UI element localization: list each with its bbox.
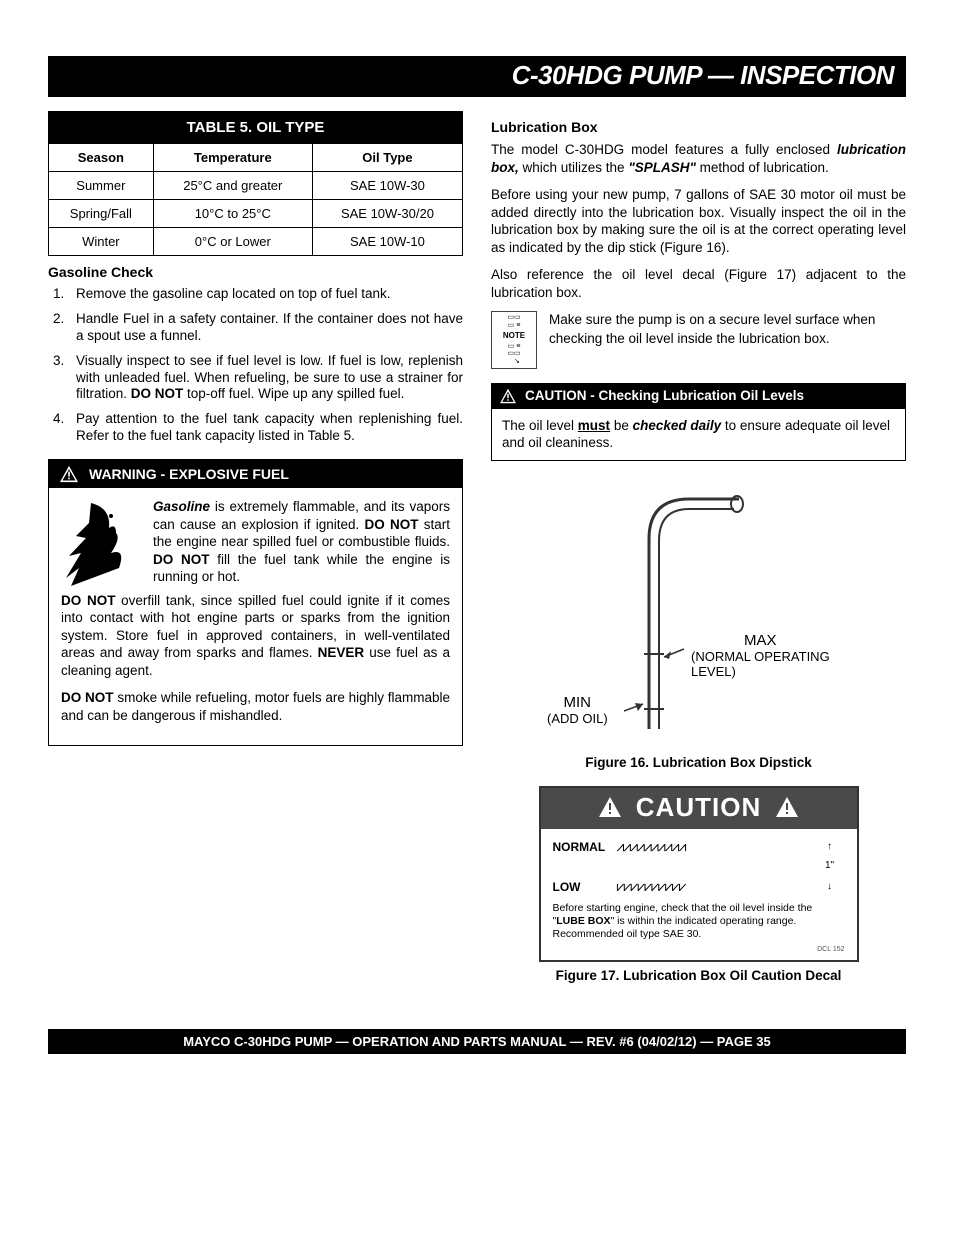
page-footer: MAYCO C-30HDG PUMP — OPERATION AND PARTS… [48, 1029, 906, 1054]
table-row: Summer 25°C and greater SAE 10W-30 [49, 172, 463, 200]
arrow-up: ↑ [815, 841, 845, 854]
lube-p1: The model C-30HDG model features a fully… [491, 141, 906, 176]
note-icon: ▭▭▭ ≡ NOTE ▭ ≡▭▭ ↘ [491, 311, 537, 368]
left-column: TABLE 5. OIL TYPE Season Temperature Oil… [48, 111, 463, 999]
caution-body: The oil level must be checked daily to e… [491, 409, 906, 461]
caution-header: CAUTION - Checking Lubrication Oil Level… [491, 383, 906, 409]
svg-text:(NORMAL OPERATING: (NORMAL OPERATING [691, 649, 830, 664]
alert-triangle-icon [59, 465, 79, 483]
one-inch-label: 1" [815, 860, 845, 873]
warning-p1: Gasoline is extremely flammable, and its… [153, 498, 450, 586]
low-label: LOW [553, 880, 617, 895]
gauge-marks: ⩘⩘⩘⩘⩘⩘⩘⩘⩘⩘ [617, 839, 815, 857]
list-item: Remove the gasoline cap located on top o… [68, 286, 463, 303]
min-label: MIN [563, 694, 591, 711]
svg-text:×: × [109, 517, 114, 526]
decal-title: CAUTION [636, 792, 761, 823]
col-oil-type: Oil Type [312, 144, 462, 172]
note-row: ▭▭▭ ≡ NOTE ▭ ≡▭▭ ↘ Make sure the pump is… [491, 311, 906, 368]
warning-p3: DO NOT smoke while refueling, motor fuel… [61, 689, 450, 724]
decal-text: Before starting engine, check that the o… [553, 902, 845, 941]
col-season: Season [49, 144, 154, 172]
dipstick-figure: MAX (NORMAL OPERATING LEVEL) MIN (ADD OI… [509, 479, 889, 749]
lube-p2: Before using your new pump, 7 gallons of… [491, 186, 906, 256]
caution-decal: CAUTION NORMAL ⩘⩘⩘⩘⩘⩘⩘⩘⩘⩘ ↑ 1" LOW ⩗⩗⩗⩗⩗… [539, 786, 859, 963]
lube-p3: Also reference the oil level decal (Figu… [491, 266, 906, 301]
right-column: Lubrication Box The model C-30HDG model … [491, 111, 906, 999]
arrow-down: ↓ [815, 881, 845, 894]
svg-text:LEVEL): LEVEL) [691, 664, 736, 679]
alert-triangle-icon [499, 388, 517, 404]
content-columns: TABLE 5. OIL TYPE Season Temperature Oil… [48, 111, 906, 999]
col-temperature: Temperature [153, 144, 312, 172]
gauge-marks: ⩗⩗⩗⩗⩗⩗⩗⩗⩗⩗ [617, 879, 815, 897]
list-item: Handle Fuel in a safety container. If th… [68, 311, 463, 345]
list-item: Visually inspect to see if fuel level is… [68, 353, 463, 404]
normal-label: NORMAL [553, 840, 617, 855]
caution-title: CAUTION - Checking Lubrication Oil Level… [525, 388, 804, 403]
alert-triangle-icon [775, 796, 799, 818]
warning-header: WARNING - EXPLOSIVE FUEL [49, 460, 462, 488]
warning-title: WARNING - EXPLOSIVE FUEL [89, 466, 289, 482]
gasoline-check-heading: Gasoline Check [48, 264, 463, 280]
table-row: Spring/Fall 10°C to 25°C SAE 10W-30/20 [49, 200, 463, 228]
gasoline-check-list: Remove the gasoline cap located on top o… [68, 286, 463, 445]
table-title: TABLE 5. OIL TYPE [49, 112, 463, 144]
figure-16-caption: Figure 16. Lubrication Box Dipstick [491, 755, 906, 770]
decal-header: CAUTION [541, 788, 857, 829]
lubrication-heading: Lubrication Box [491, 119, 906, 135]
table-row: Winter 0°C or Lower SAE 10W-10 [49, 228, 463, 256]
warning-box: WARNING - EXPLOSIVE FUEL × Gasoline is e… [48, 459, 463, 746]
page-header: C-30HDG PUMP — INSPECTION [48, 56, 906, 97]
alert-triangle-icon [598, 796, 622, 818]
note-text: Make sure the pump is on a secure level … [549, 311, 906, 347]
figure-17-caption: Figure 17. Lubrication Box Oil Caution D… [491, 968, 906, 983]
max-label: MAX [744, 632, 777, 649]
min-sub: (ADD OIL) [547, 711, 608, 726]
warning-p2: DO NOT overfill tank, since spilled fuel… [61, 592, 450, 680]
decal-id: DCL 152 [553, 946, 845, 955]
decal-body: NORMAL ⩘⩘⩘⩘⩘⩘⩘⩘⩘⩘ ↑ 1" LOW ⩗⩗⩗⩗⩗⩗⩗⩗⩗⩗ ↓ … [541, 829, 857, 961]
explosion-icon: × [61, 498, 141, 588]
oil-type-table: TABLE 5. OIL TYPE Season Temperature Oil… [48, 111, 463, 256]
warning-body: × Gasoline is extremely flammable, and i… [49, 488, 462, 745]
list-item: Pay attention to the fuel tank capacity … [68, 411, 463, 445]
